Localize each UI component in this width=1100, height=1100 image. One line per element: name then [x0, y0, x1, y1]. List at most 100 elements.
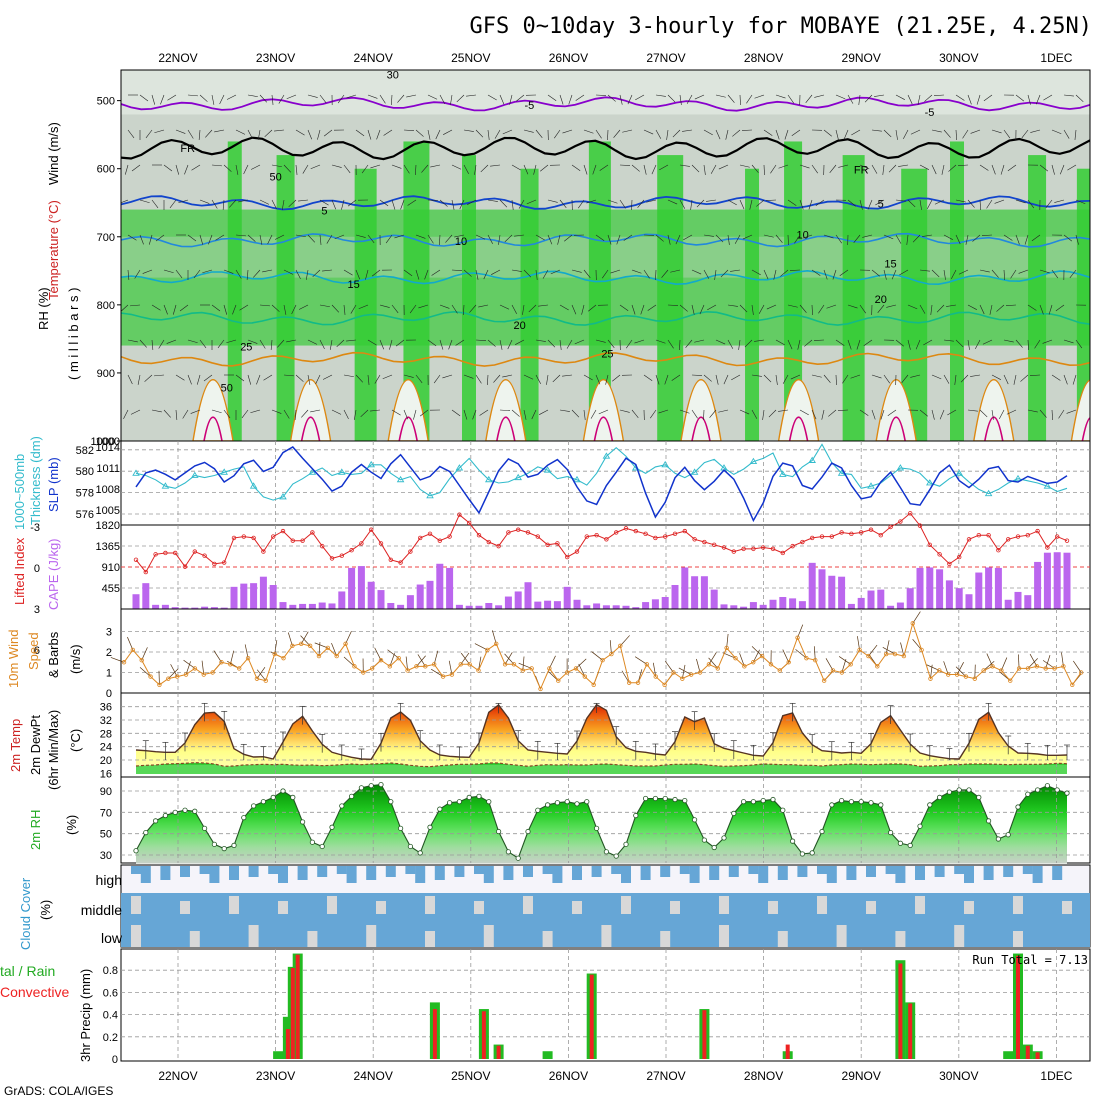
- wind-barb: [707, 304, 717, 311]
- wind-barb: [475, 374, 482, 384]
- wind-barb: [391, 94, 393, 105]
- thickness-marker: [808, 456, 816, 463]
- precip-conv-bar: [432, 1009, 437, 1059]
- wind-marker: [174, 674, 180, 679]
- wind-barb: [235, 234, 246, 237]
- thickness-marker: [661, 460, 669, 468]
- cloud-high-bar: [572, 866, 582, 880]
- wind-barb: [522, 656, 525, 671]
- wind-marker: [626, 680, 632, 685]
- rh-marker: [143, 829, 149, 836]
- wind-barb: [991, 164, 996, 175]
- wind-barb: [715, 339, 726, 345]
- wind-marker: [157, 682, 162, 687]
- wind-marker: [263, 678, 268, 683]
- contour-label: 20: [875, 294, 887, 306]
- wind-barb: [166, 339, 177, 344]
- bottom-date-label: 26NOV: [549, 1069, 588, 1083]
- cloud-high-bar: [1052, 866, 1063, 880]
- wind-barb: [1030, 374, 1041, 376]
- li-marker: [888, 524, 893, 530]
- wind-barb: [898, 164, 909, 167]
- li-marker: [1064, 538, 1070, 543]
- wind-barb: [655, 94, 666, 97]
- rh-marker: [319, 843, 325, 850]
- cape-bar: [828, 575, 836, 609]
- rh-marker: [1064, 790, 1070, 796]
- wind-barb: [439, 234, 441, 245]
- hot-contour: [691, 416, 711, 441]
- wind-barb: [179, 304, 189, 312]
- li-marker: [476, 533, 482, 538]
- wind-barb: [1039, 269, 1050, 274]
- li-marker: [545, 542, 550, 547]
- wind-barb: [430, 164, 441, 168]
- wind-barb: [137, 374, 141, 385]
- wind-barb: [859, 164, 870, 170]
- wind-barb: [882, 164, 885, 175]
- wind-barb: [443, 129, 453, 135]
- wind-barb: [139, 339, 147, 348]
- wind-barb: [487, 129, 490, 140]
- wind-marker: [529, 666, 534, 671]
- wind-barb: [518, 199, 525, 209]
- label-precip-total: tal / Rain: [0, 963, 55, 979]
- rh-marker: [740, 799, 747, 805]
- wind-barb: [643, 129, 654, 135]
- wind-marker: [573, 666, 579, 671]
- panel-precip: 00.20.40.60.8 Run Total = 7.13 tal / Rai…: [0, 948, 1091, 1066]
- cape-bar: [691, 576, 699, 609]
- wind-barb: [575, 658, 587, 669]
- li-marker: [966, 537, 972, 542]
- wind-barb: [691, 269, 702, 275]
- wind-barb: [1074, 129, 1077, 140]
- wind-barb: [994, 199, 1005, 204]
- rh-marker: [280, 788, 286, 794]
- wind-barb: [374, 647, 382, 661]
- wind-barb: [765, 199, 777, 201]
- wind-barb: [535, 269, 538, 280]
- wind-barb: [523, 374, 534, 380]
- wind-barb: [667, 94, 676, 103]
- wind-marker: [1078, 670, 1084, 675]
- wind-barb: [562, 374, 573, 377]
- wind-barb: [612, 374, 621, 382]
- wind-barb: [741, 129, 753, 131]
- rh-marker: [770, 796, 776, 803]
- wind-barb: [400, 199, 405, 210]
- wind-marker: [981, 668, 986, 673]
- li-marker: [192, 549, 197, 554]
- wind-marker: [334, 653, 339, 659]
- contour-label: 50: [269, 172, 281, 184]
- wind-barb: [424, 269, 429, 280]
- thickness-marker: [779, 470, 787, 477]
- cloud-mid-gap: [866, 901, 876, 914]
- cape-bar: [446, 567, 454, 609]
- wind-barb: [1055, 304, 1065, 312]
- ytick-label: 700: [97, 232, 115, 244]
- wind-barb: [499, 409, 510, 411]
- label-precip: 3hr Precip (mm): [78, 969, 93, 1062]
- wind-barb: [566, 339, 573, 349]
- rh-marker: [231, 842, 237, 849]
- ytick-li: 6: [34, 645, 40, 657]
- wind-barb: [487, 199, 498, 202]
- wind-barb: [634, 656, 648, 665]
- wind-marker: [830, 668, 836, 673]
- wind-barb: [370, 164, 381, 169]
- wind-barb: [739, 653, 745, 667]
- cloud-mid-gap: [327, 896, 337, 914]
- rh-marker: [525, 828, 531, 835]
- wind-barb: [828, 409, 837, 417]
- wind-barb: [946, 304, 957, 307]
- wind-barb: [435, 129, 441, 140]
- li-marker: [663, 534, 668, 539]
- rh-marker: [329, 824, 335, 830]
- precip-conv-bar: [1016, 955, 1020, 1059]
- wind-barb: [295, 164, 298, 175]
- wind-barb: [847, 199, 856, 207]
- cloud-high-bar: [1032, 866, 1043, 883]
- wind-barb: [281, 199, 285, 210]
- wind-barb: [647, 304, 657, 311]
- wind-barb: [185, 661, 191, 675]
